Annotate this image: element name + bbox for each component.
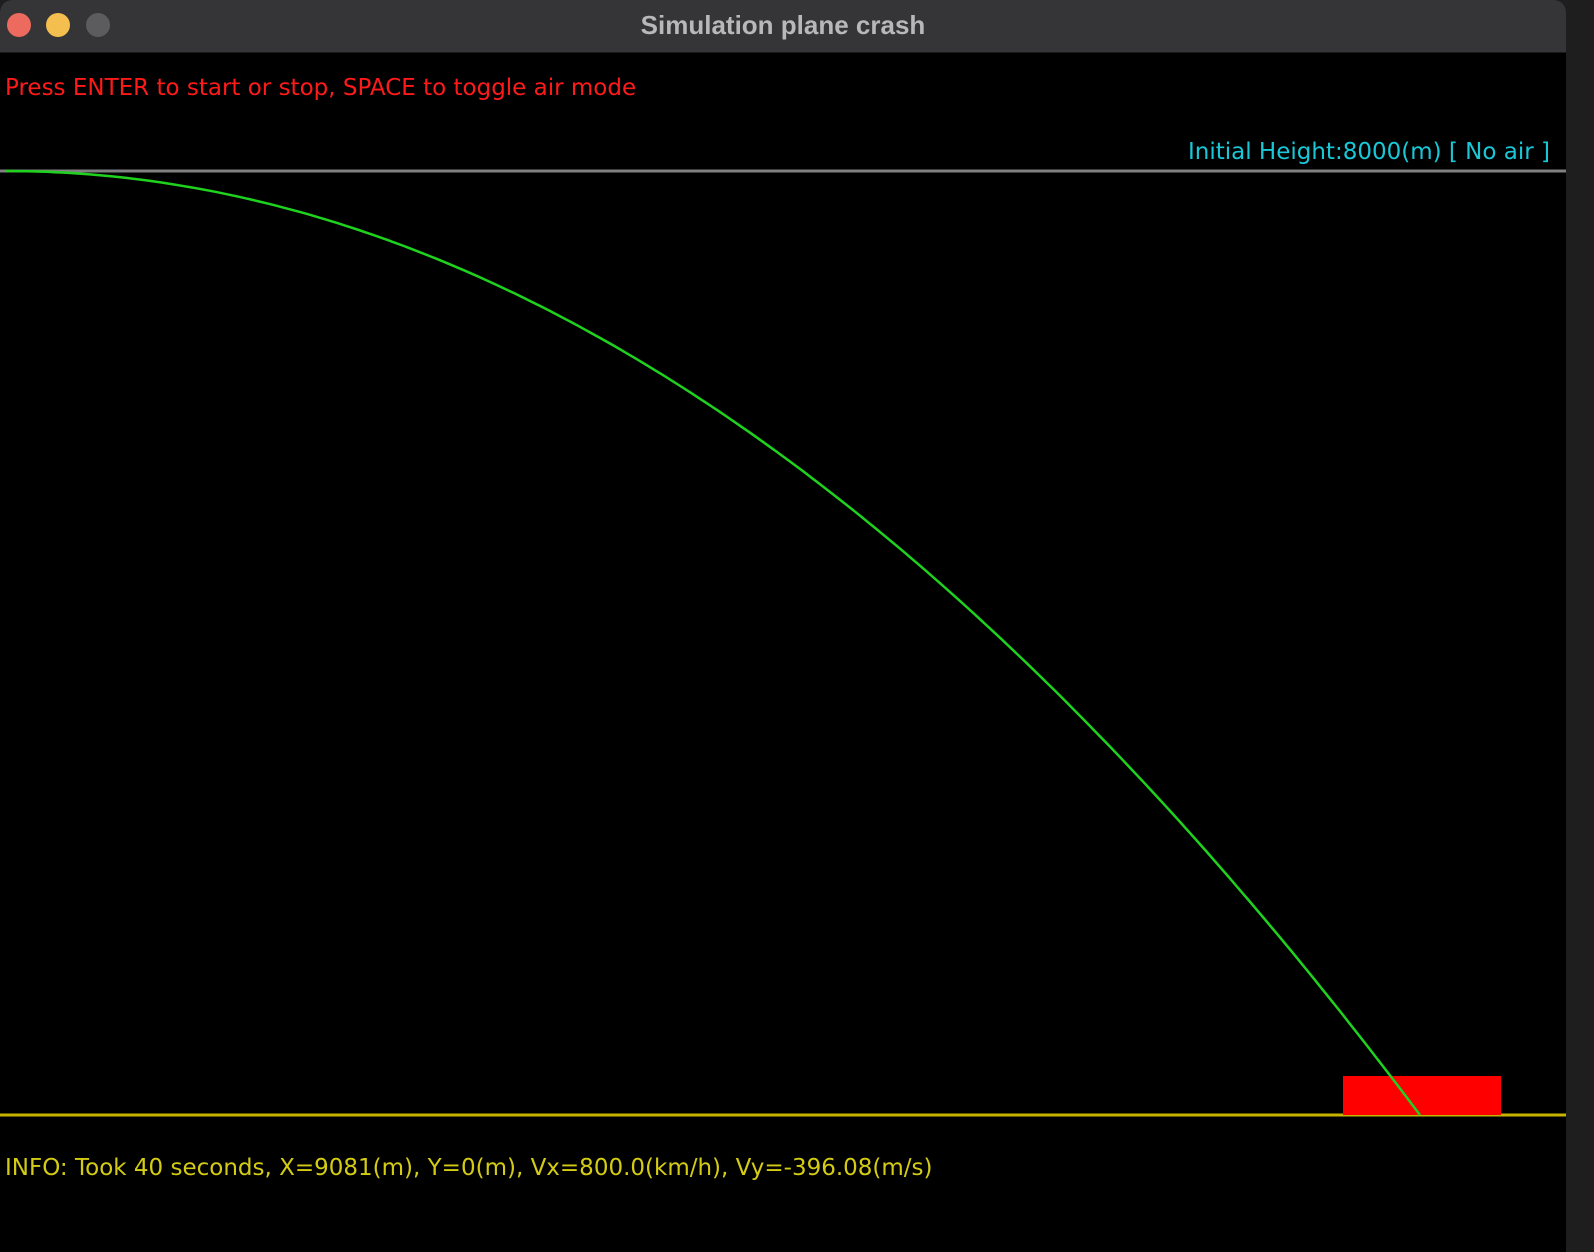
initial-height-label: Initial Height:8000(m) [ No air ]: [1187, 139, 1550, 165]
plane-crash-marker: [1343, 1076, 1501, 1115]
trajectory-curve: [5, 169, 1421, 1116]
close-window-button[interactable]: [7, 13, 31, 37]
simulation-canvas[interactable]: Press ENTER to start or stop, SPACE to t…: [0, 53, 1566, 1252]
info-text: INFO: Took 40 seconds, X=9081(m), Y=0(m)…: [5, 1155, 933, 1181]
title-bar: Simulation plane crash: [0, 0, 1566, 53]
instructions-text: Press ENTER to start or stop, SPACE to t…: [5, 75, 637, 101]
maximize-window-button[interactable]: [86, 13, 110, 37]
window-title: Simulation plane crash: [640, 10, 926, 40]
minimize-window-button[interactable]: [46, 13, 70, 37]
simulation-scene: [0, 169, 1566, 1117]
